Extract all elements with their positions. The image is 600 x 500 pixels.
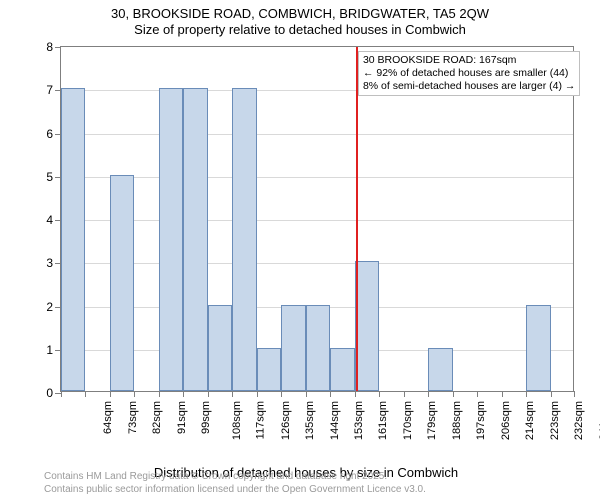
marker-annotation: 30 BROOKSIDE ROAD: 167sqm← 92% of detach…	[358, 51, 580, 96]
y-tick-label: 7	[33, 83, 53, 97]
chart-title-block: 30, BROOKSIDE ROAD, COMBWICH, BRIDGWATER…	[0, 0, 600, 39]
x-tick-label: 232sqm	[573, 401, 585, 440]
x-tick	[257, 391, 258, 397]
bar	[257, 348, 281, 391]
x-tick	[85, 391, 86, 397]
x-tick-label: 73sqm	[127, 401, 139, 434]
gridline	[61, 134, 573, 135]
x-tick	[477, 391, 478, 397]
bar	[355, 261, 379, 391]
x-tick-label: 91sqm	[176, 401, 188, 434]
x-tick-label: 64sqm	[102, 401, 114, 434]
bar	[428, 348, 452, 391]
bar	[306, 305, 330, 392]
chart: Number of detached properties 0123456786…	[38, 46, 574, 414]
bar	[208, 305, 232, 392]
title-line-2: Size of property relative to detached ho…	[0, 22, 600, 38]
footer-line-1: Contains HM Land Registry data © Crown c…	[44, 471, 426, 484]
footer-line-2: Contains public sector information licen…	[44, 484, 426, 497]
y-tick-label: 6	[33, 127, 53, 141]
x-tick-label: 108sqm	[231, 401, 243, 440]
y-tick-label: 2	[33, 300, 53, 314]
x-tick	[208, 391, 209, 397]
x-tick	[183, 391, 184, 397]
bar	[159, 88, 183, 391]
bar	[183, 88, 207, 391]
x-tick-label: 206sqm	[500, 401, 512, 440]
annotation-line-1: 30 BROOKSIDE ROAD: 167sqm	[363, 54, 575, 67]
x-tick	[379, 391, 380, 397]
x-tick	[232, 391, 233, 397]
y-tick-label: 1	[33, 343, 53, 357]
bar	[330, 348, 354, 391]
x-tick	[281, 391, 282, 397]
x-tick	[428, 391, 429, 397]
x-tick	[306, 391, 307, 397]
x-tick	[574, 391, 575, 397]
x-tick	[330, 391, 331, 397]
x-tick-label: 99sqm	[200, 401, 212, 434]
x-tick-label: 144sqm	[329, 401, 341, 440]
bar	[232, 88, 256, 391]
annotation-line-3: 8% of semi-detached houses are larger (4…	[363, 80, 575, 93]
plot-area: 01234567864sqm73sqm82sqm91sqm99sqm108sqm…	[60, 46, 574, 392]
x-tick-label: 126sqm	[280, 401, 292, 440]
x-tick-label: 170sqm	[402, 401, 414, 440]
y-tick	[55, 47, 61, 48]
x-tick-label: 117sqm	[254, 401, 266, 439]
bar	[281, 305, 305, 392]
property-marker-line	[356, 47, 358, 391]
y-tick-label: 5	[33, 170, 53, 184]
x-tick-label: 179sqm	[427, 401, 439, 440]
annotation-line-2: ← 92% of detached houses are smaller (44…	[363, 67, 575, 80]
bar	[61, 88, 85, 391]
gridline	[61, 177, 573, 178]
bar	[526, 305, 550, 392]
x-tick	[61, 391, 62, 397]
x-tick-label: 82sqm	[151, 401, 163, 434]
x-tick-label: 153sqm	[353, 401, 365, 440]
x-tick	[110, 391, 111, 397]
x-tick	[502, 391, 503, 397]
bar	[110, 175, 134, 391]
gridline	[61, 263, 573, 264]
x-tick	[404, 391, 405, 397]
x-tick	[134, 391, 135, 397]
title-line-1: 30, BROOKSIDE ROAD, COMBWICH, BRIDGWATER…	[0, 6, 600, 22]
x-tick-label: 161sqm	[378, 401, 390, 440]
gridline	[61, 220, 573, 221]
x-tick	[453, 391, 454, 397]
y-tick-label: 0	[33, 386, 53, 400]
x-tick	[355, 391, 356, 397]
x-tick	[526, 391, 527, 397]
x-tick	[159, 391, 160, 397]
y-tick-label: 3	[33, 256, 53, 270]
footer-attribution: Contains HM Land Registry data © Crown c…	[44, 471, 426, 496]
x-tick	[551, 391, 552, 397]
x-tick-label: 135sqm	[304, 401, 316, 440]
x-tick-label: 197sqm	[476, 401, 488, 440]
x-tick-label: 223sqm	[549, 401, 561, 440]
y-tick-label: 4	[33, 213, 53, 227]
x-tick-label: 188sqm	[451, 401, 463, 440]
x-tick-label: 214sqm	[524, 401, 536, 440]
y-tick-label: 8	[33, 40, 53, 54]
